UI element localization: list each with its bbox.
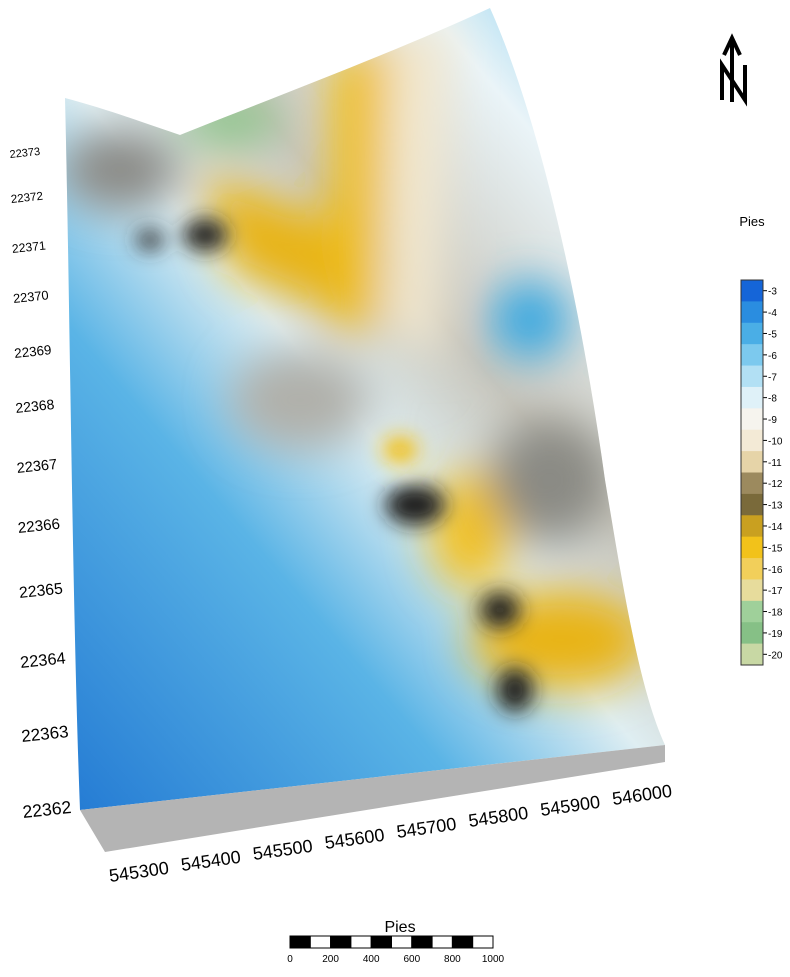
scale-segment: [432, 936, 452, 948]
x-axis-label: 545800: [467, 803, 529, 831]
legend-label: -7: [768, 372, 777, 383]
legend-label: -14: [768, 522, 783, 533]
legend-swatch: [741, 430, 763, 452]
surface: [0, 0, 700, 820]
scale-segment: [452, 936, 472, 948]
north-arrow: [722, 38, 745, 102]
legend-title: Pies: [739, 214, 765, 229]
legend-swatch: [741, 601, 763, 623]
legend-label: -13: [768, 501, 783, 512]
legend-swatch: [741, 579, 763, 601]
legend-label: -10: [768, 436, 783, 447]
scale-segment: [331, 936, 351, 948]
legend-swatch: [741, 558, 763, 580]
scale-label: 200: [322, 954, 339, 965]
legend-swatch: [741, 301, 763, 323]
legend-swatch: [741, 494, 763, 516]
y-axis-label: 22364: [19, 649, 66, 672]
y-axis-label: 22370: [12, 287, 49, 306]
surface-map: Pies Pies 22373 22372 22371 22370 22369 22368…: [0, 0, 790, 972]
scale-bar-title: Pies: [384, 919, 415, 936]
y-axis-label: 22365: [18, 580, 64, 602]
scale-segment: [473, 936, 493, 948]
legend-swatch: [741, 280, 763, 302]
legend-label: -12: [768, 479, 783, 490]
y-axis-label: 22373: [9, 146, 41, 161]
y-axis-label: 22368: [15, 396, 56, 416]
scale-label: 0: [287, 954, 293, 965]
legend-label: -20: [768, 650, 783, 661]
legend-swatch: [741, 537, 763, 559]
legend-label: -17: [768, 586, 783, 597]
legend-label: -19: [768, 629, 783, 640]
legend-label: -18: [768, 608, 783, 619]
legend-swatch: [741, 644, 763, 666]
x-axis-label: 545600: [323, 825, 385, 853]
y-axis-label: 22362: [22, 797, 73, 822]
legend-swatch: [741, 408, 763, 430]
x-axis-label: 546000: [611, 781, 673, 809]
legend-label: -16: [768, 565, 783, 576]
x-axis-label: 545300: [108, 858, 170, 886]
scale-label: 400: [363, 954, 380, 965]
legend-swatch: [741, 366, 763, 388]
legend-label: -6: [768, 351, 777, 362]
y-axis-label: 22366: [17, 516, 61, 537]
legend-label: -11: [768, 458, 782, 469]
scale-label: 600: [403, 954, 420, 965]
legend-swatch: [741, 622, 763, 644]
scale-segment: [290, 936, 310, 948]
legend-label: -9: [768, 415, 777, 426]
x-axis-label: 545400: [180, 847, 242, 875]
x-axis-label: 545900: [539, 792, 601, 820]
scale-segment: [371, 936, 391, 948]
scale-segment: [412, 936, 432, 948]
legend-swatch: [741, 473, 763, 495]
scale-segment: [392, 936, 412, 948]
legend-swatch: [741, 323, 763, 345]
legend-swatch: [741, 344, 763, 366]
scale-segment: [310, 936, 330, 948]
legend-label: -5: [768, 329, 777, 340]
x-axis-label: 545500: [252, 836, 314, 864]
scale-label: 1000: [482, 954, 505, 965]
legend-swatch: [741, 451, 763, 473]
scale-label: 800: [444, 954, 461, 965]
legend-label: -8: [768, 394, 777, 405]
legend-swatch: [741, 387, 763, 409]
y-axis-label: 22371: [11, 238, 46, 255]
legend-label: -3: [768, 287, 777, 298]
x-axis-label: 545700: [395, 814, 457, 842]
legend-label: -4: [768, 308, 777, 319]
scale-segment: [351, 936, 371, 948]
y-axis-label: 22369: [14, 342, 53, 361]
y-axis-label: 22363: [20, 722, 69, 746]
y-axis-label: 22367: [16, 457, 58, 477]
legend-label: -15: [768, 543, 783, 554]
legend-swatch: [741, 515, 763, 537]
y-axis-label: 22372: [10, 190, 43, 206]
